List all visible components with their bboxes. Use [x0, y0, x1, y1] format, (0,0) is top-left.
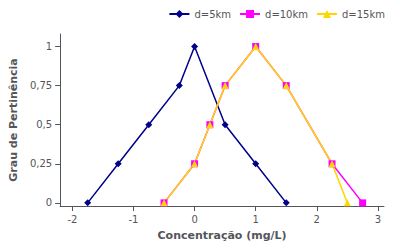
- svg-text:0,5: 0,5: [36, 119, 52, 130]
- svg-text:Concentração (mg/L): Concentração (mg/L): [158, 229, 287, 242]
- svg-text:0,75: 0,75: [30, 80, 52, 91]
- svg-text:d=5km: d=5km: [194, 9, 231, 20]
- svg-text:-1: -1: [128, 214, 138, 225]
- svg-text:0,25: 0,25: [30, 158, 52, 169]
- svg-text:d=15km: d=15km: [342, 9, 385, 20]
- svg-text:d=10km: d=10km: [265, 9, 308, 20]
- svg-text:2: 2: [314, 214, 320, 225]
- svg-text:3: 3: [375, 214, 381, 225]
- svg-text:0: 0: [46, 197, 52, 208]
- svg-text:Grau de Pertinência: Grau de Pertinência: [7, 58, 20, 182]
- svg-text:-2: -2: [67, 214, 77, 225]
- svg-text:1: 1: [253, 214, 259, 225]
- svg-text:0: 0: [191, 214, 197, 225]
- svg-text:1: 1: [46, 41, 52, 52]
